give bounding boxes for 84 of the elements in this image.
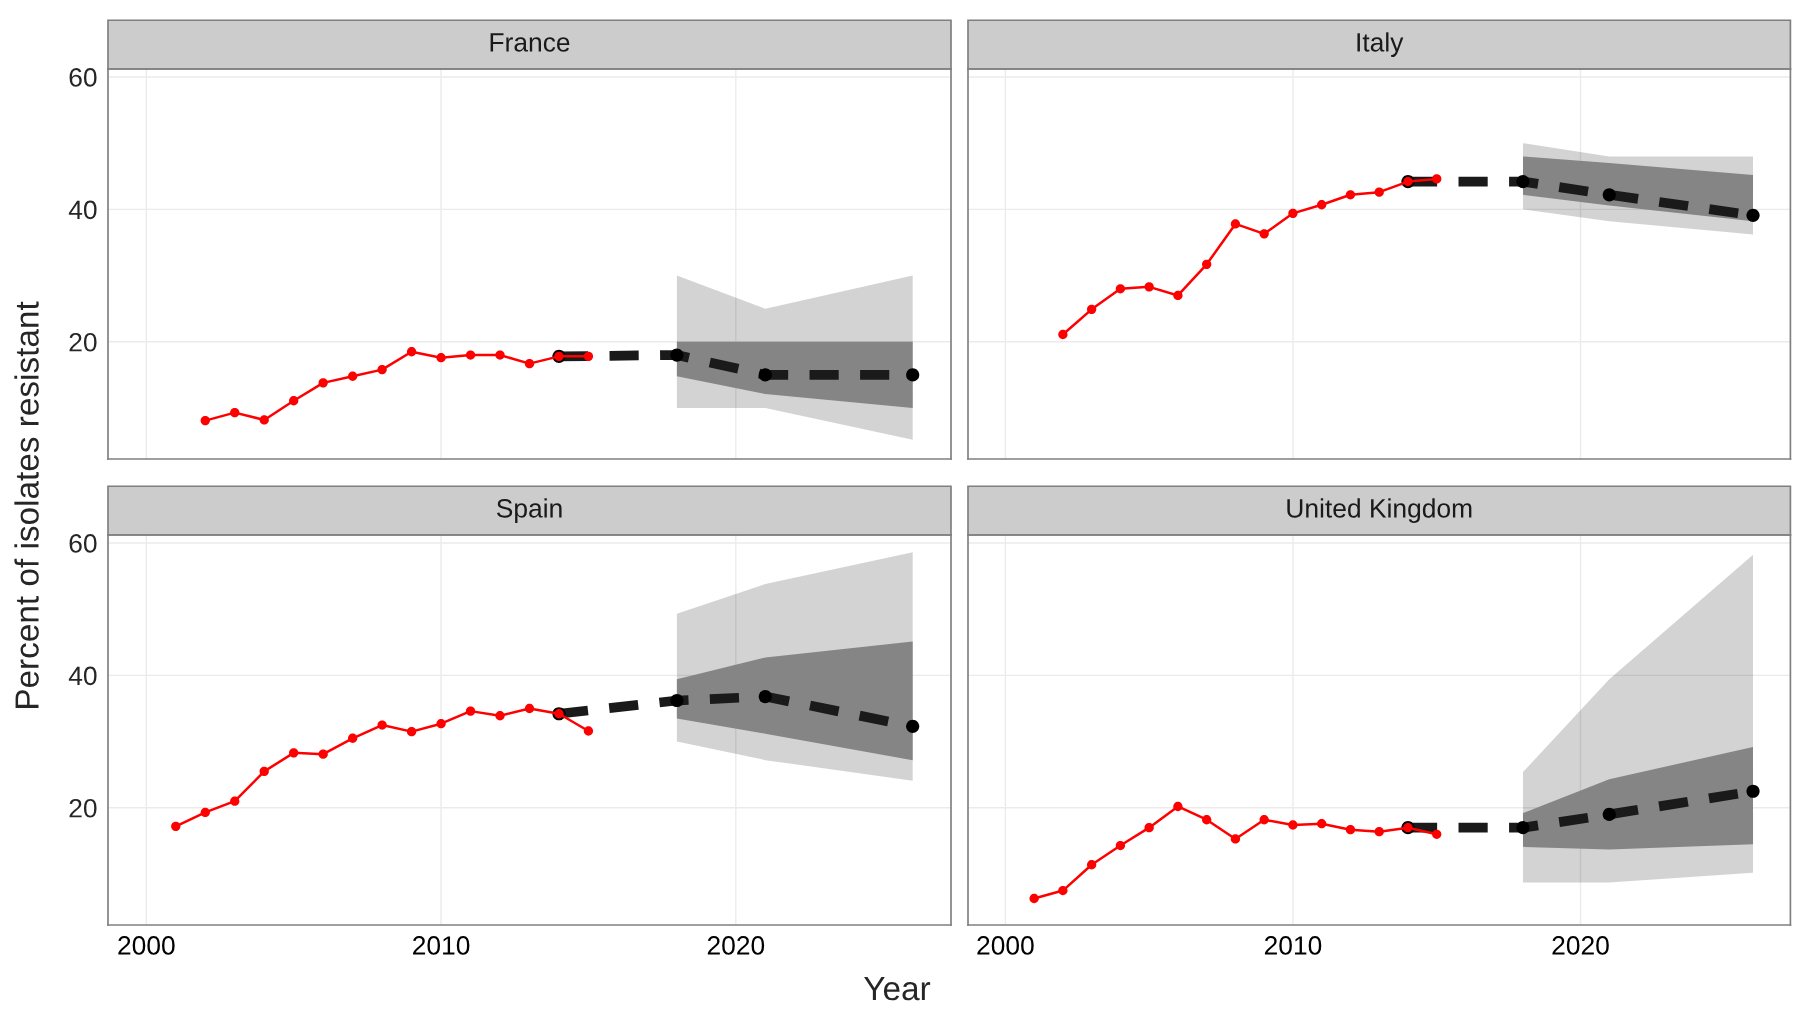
x-tick-label: 2020 — [707, 936, 765, 955]
y-tick-label: 60 — [69, 68, 97, 87]
y-tick-label: 20 — [69, 798, 97, 818]
point — [758, 689, 772, 704]
point — [1432, 829, 1442, 839]
point — [1516, 821, 1530, 835]
chart-title: Spain — [496, 498, 562, 523]
point — [200, 807, 210, 818]
point — [1288, 820, 1298, 830]
chart-title: France — [490, 33, 570, 52]
y-tick-label: 40 — [68, 666, 97, 686]
point — [1058, 329, 1068, 340]
point — [1115, 284, 1126, 294]
point — [406, 347, 417, 357]
point — [465, 350, 476, 360]
point — [1259, 229, 1269, 239]
point — [1230, 219, 1241, 229]
point — [1374, 187, 1384, 197]
point — [1746, 208, 1760, 222]
point — [1173, 290, 1183, 301]
point — [318, 749, 328, 759]
point — [758, 368, 772, 382]
point — [583, 726, 594, 736]
x-tick-label: 2010 — [413, 936, 470, 955]
chart-title: Italy — [1357, 32, 1404, 57]
point — [1230, 834, 1241, 844]
point — [1058, 885, 1068, 896]
point — [906, 368, 920, 382]
y-tick-label: 40 — [68, 200, 97, 220]
x-axis-title: Year — [864, 977, 931, 1001]
point — [347, 371, 358, 381]
point — [1345, 824, 1356, 835]
point — [289, 748, 299, 758]
point — [377, 720, 387, 730]
point — [524, 358, 535, 369]
y-tick-label: 60 — [69, 534, 97, 553]
point — [377, 364, 387, 375]
point — [1602, 807, 1616, 822]
point — [906, 719, 920, 733]
point — [347, 733, 358, 743]
point — [200, 415, 210, 426]
point — [1345, 190, 1356, 200]
point — [289, 396, 299, 406]
point — [1202, 815, 1212, 825]
x-tick-label: 2010 — [1264, 936, 1322, 955]
point — [230, 796, 240, 806]
x-tick-label: 2000 — [977, 936, 1034, 955]
y-axis-title: Percent of isolates resistant — [14, 301, 39, 708]
point — [465, 706, 476, 716]
point — [1317, 200, 1327, 210]
point — [1202, 259, 1212, 269]
point — [1602, 188, 1616, 202]
point — [1173, 801, 1183, 812]
point — [583, 351, 594, 362]
point — [1086, 860, 1097, 870]
point — [495, 711, 505, 721]
point — [318, 378, 328, 388]
point — [1086, 304, 1097, 315]
point — [406, 727, 417, 737]
point — [495, 350, 505, 360]
point — [1259, 815, 1269, 825]
point — [1029, 893, 1039, 904]
point — [259, 766, 269, 777]
point — [1144, 823, 1154, 833]
point — [1317, 819, 1327, 829]
point — [259, 415, 269, 425]
point — [524, 703, 535, 714]
point — [1288, 208, 1298, 218]
point — [1374, 826, 1384, 837]
x-tick-label: 2020 — [1552, 936, 1609, 955]
point — [436, 353, 446, 363]
point — [670, 348, 684, 362]
point — [1746, 784, 1760, 798]
point — [171, 821, 181, 831]
y-tick-label: 20 — [69, 332, 97, 352]
point — [1115, 840, 1126, 851]
point — [1516, 174, 1530, 189]
point — [230, 407, 240, 418]
point — [670, 693, 684, 708]
point — [436, 719, 446, 729]
point — [1432, 174, 1442, 184]
point — [1144, 282, 1154, 292]
x-tick-label: 2000 — [118, 936, 175, 955]
chart-title: United Kingdom — [1287, 498, 1472, 523]
